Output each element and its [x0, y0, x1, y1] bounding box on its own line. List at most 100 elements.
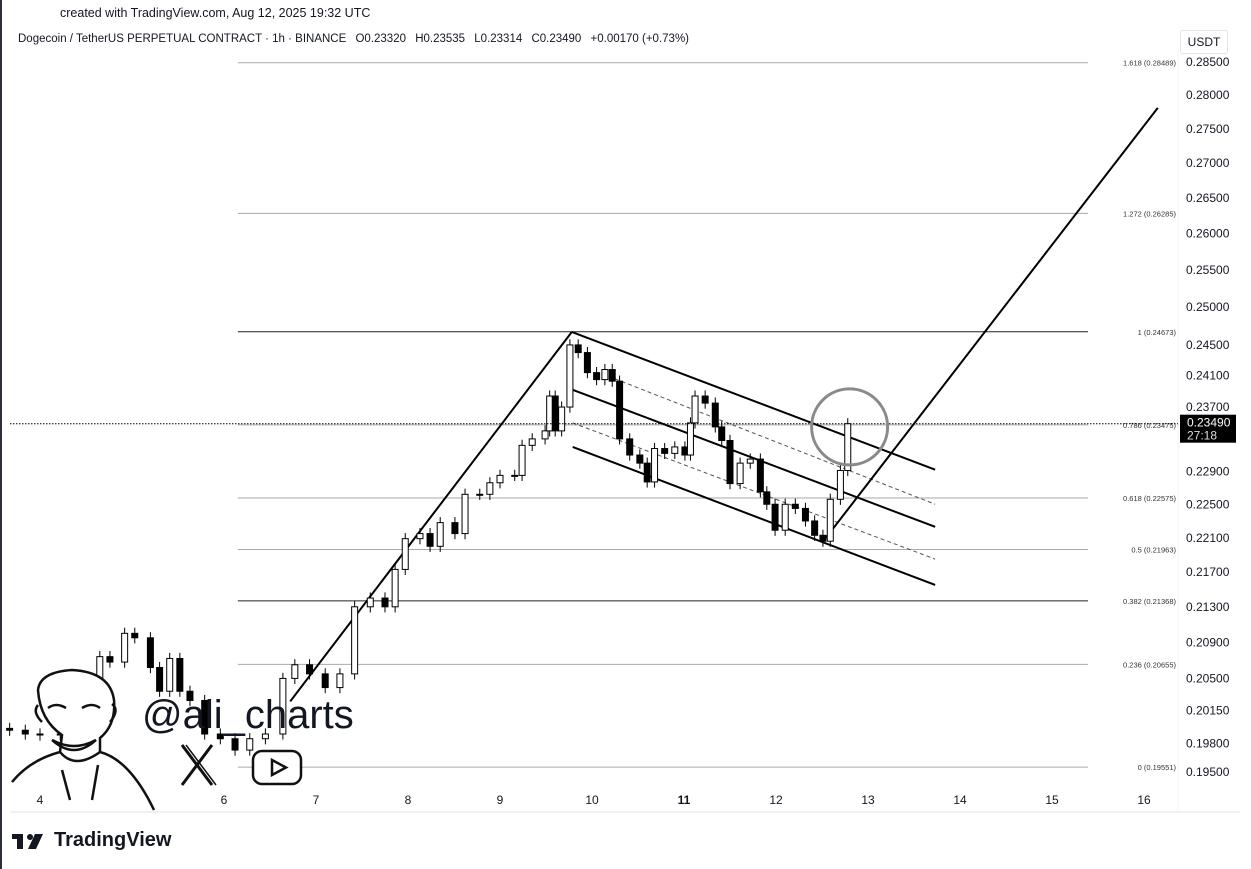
candle-down — [583, 352, 591, 374]
symbol-title[interactable]: Dogecoin / TetherUS PERPETUAL CONTRACT ·… — [18, 33, 347, 45]
price-tick: 0.20150 — [1186, 704, 1230, 718]
candle-down — [701, 395, 709, 404]
fib-levels: 1.618 (0.28489) 1.272 (0.26285) 1 (0.24673… — [237, 59, 1177, 772]
candle-down — [574, 344, 582, 354]
candle-down — [426, 533, 434, 547]
candle-up — [558, 406, 566, 432]
candle-up — [279, 677, 287, 735]
candle-down — [626, 438, 634, 456]
tradingview-footer[interactable]: TradingView — [12, 829, 171, 852]
price-tick: 0.25500 — [1186, 263, 1230, 277]
candle-up — [261, 733, 269, 740]
price-tick: 0.25000 — [1186, 300, 1230, 314]
fib-label: 0.786 (0.23475) — [1123, 421, 1176, 430]
time-tick: 15 — [1045, 793, 1059, 807]
candle-down — [593, 372, 601, 381]
candle-up — [366, 597, 374, 608]
current-price-label: 0.23490 — [1187, 416, 1231, 430]
candle-down — [6, 727, 14, 731]
price-tick: 0.19800 — [1186, 736, 1230, 750]
candle-down — [381, 597, 389, 608]
high-value: H0.23535 — [415, 33, 466, 45]
candle-down — [616, 380, 624, 440]
fib-label: 0.236 (0.20655) — [1123, 660, 1176, 669]
price-tick: 0.21700 — [1186, 565, 1230, 579]
candle-down — [306, 664, 314, 675]
price-tick: 0.24500 — [1186, 338, 1230, 352]
x-logo-icon[interactable] — [180, 744, 217, 786]
price-tick: 0.21300 — [1186, 600, 1230, 614]
candle-up — [671, 446, 679, 454]
candle-up — [496, 474, 504, 484]
current-price-tag — [1180, 414, 1236, 443]
candle-up — [686, 422, 694, 456]
candle-down — [131, 632, 139, 639]
price-tick: 0.28500 — [1186, 55, 1230, 69]
price-tick: 0.22500 — [1186, 497, 1230, 511]
candle-up — [336, 673, 344, 689]
price-tick: 0.27000 — [1186, 156, 1230, 170]
time-tick: 4 — [37, 793, 44, 807]
candle-down — [36, 733, 44, 736]
time-tick: 14 — [953, 793, 967, 807]
candle-down — [771, 503, 779, 531]
candle-up — [601, 369, 609, 381]
candle-down — [176, 657, 184, 692]
price-tick: 0.23700 — [1186, 400, 1230, 414]
channel-midline-dashed — [614, 378, 936, 505]
low-value: L0.23314 — [474, 33, 523, 45]
candle-down — [791, 503, 799, 509]
currency-button[interactable]: USDT — [1180, 30, 1228, 54]
candle-up — [461, 493, 469, 535]
time-tick: 10 — [585, 793, 599, 807]
candle-down — [156, 667, 164, 692]
fib-label: 0.618 (0.22575) — [1123, 494, 1176, 503]
candle-up — [436, 522, 444, 547]
price-tick: 0.27500 — [1186, 122, 1230, 136]
countdown-label: 27:18 — [1187, 429, 1217, 443]
candle-up — [166, 657, 174, 692]
candle-down — [201, 699, 209, 735]
fib-label: 1.272 (0.26285) — [1123, 209, 1176, 218]
highlight-circle — [810, 387, 890, 467]
candle-up — [401, 538, 409, 570]
candle-down — [321, 673, 329, 689]
price-tick: 0.20900 — [1186, 635, 1230, 649]
time-axis: 45678910111213141516 — [37, 793, 1151, 807]
fib-label: 1 (0.24673) — [1138, 328, 1177, 337]
candle-up — [541, 430, 549, 440]
candle-down — [636, 454, 644, 464]
candle-up — [416, 533, 424, 540]
price-tick: 0.20500 — [1186, 671, 1230, 685]
candle-down — [21, 729, 29, 735]
candle-down — [763, 491, 771, 505]
price-axis: 0.28500 0.28000 0.27500 0.27000 0.26500 0.260… — [1186, 55, 1230, 779]
candle-up — [486, 482, 494, 495]
trendline — [572, 388, 936, 528]
candle-up — [518, 444, 526, 476]
open-value: O0.23320 — [355, 33, 406, 45]
fib-label: 1.618 (0.28489) — [1123, 59, 1176, 68]
trendline — [821, 107, 1159, 544]
candle-up — [511, 474, 519, 477]
candle-up — [246, 738, 254, 751]
candle-up — [691, 395, 699, 424]
price-tick: 0.22100 — [1186, 531, 1230, 545]
candle-up — [528, 438, 536, 446]
candle-up — [391, 568, 399, 608]
candle-up — [826, 498, 834, 542]
candle-down — [726, 439, 734, 485]
time-tick: 7 — [313, 793, 320, 807]
time-tick: 6 — [221, 793, 228, 807]
candle-down — [216, 733, 224, 740]
candle-up — [651, 448, 659, 483]
candle-up — [121, 632, 129, 663]
candle-down — [711, 402, 719, 428]
price-tick: 0.26500 — [1186, 191, 1230, 205]
youtube-icon[interactable] — [251, 749, 303, 786]
tradingview-wordmark: TradingView — [54, 829, 172, 851]
candle-down — [231, 738, 239, 751]
candle-down — [451, 522, 459, 535]
